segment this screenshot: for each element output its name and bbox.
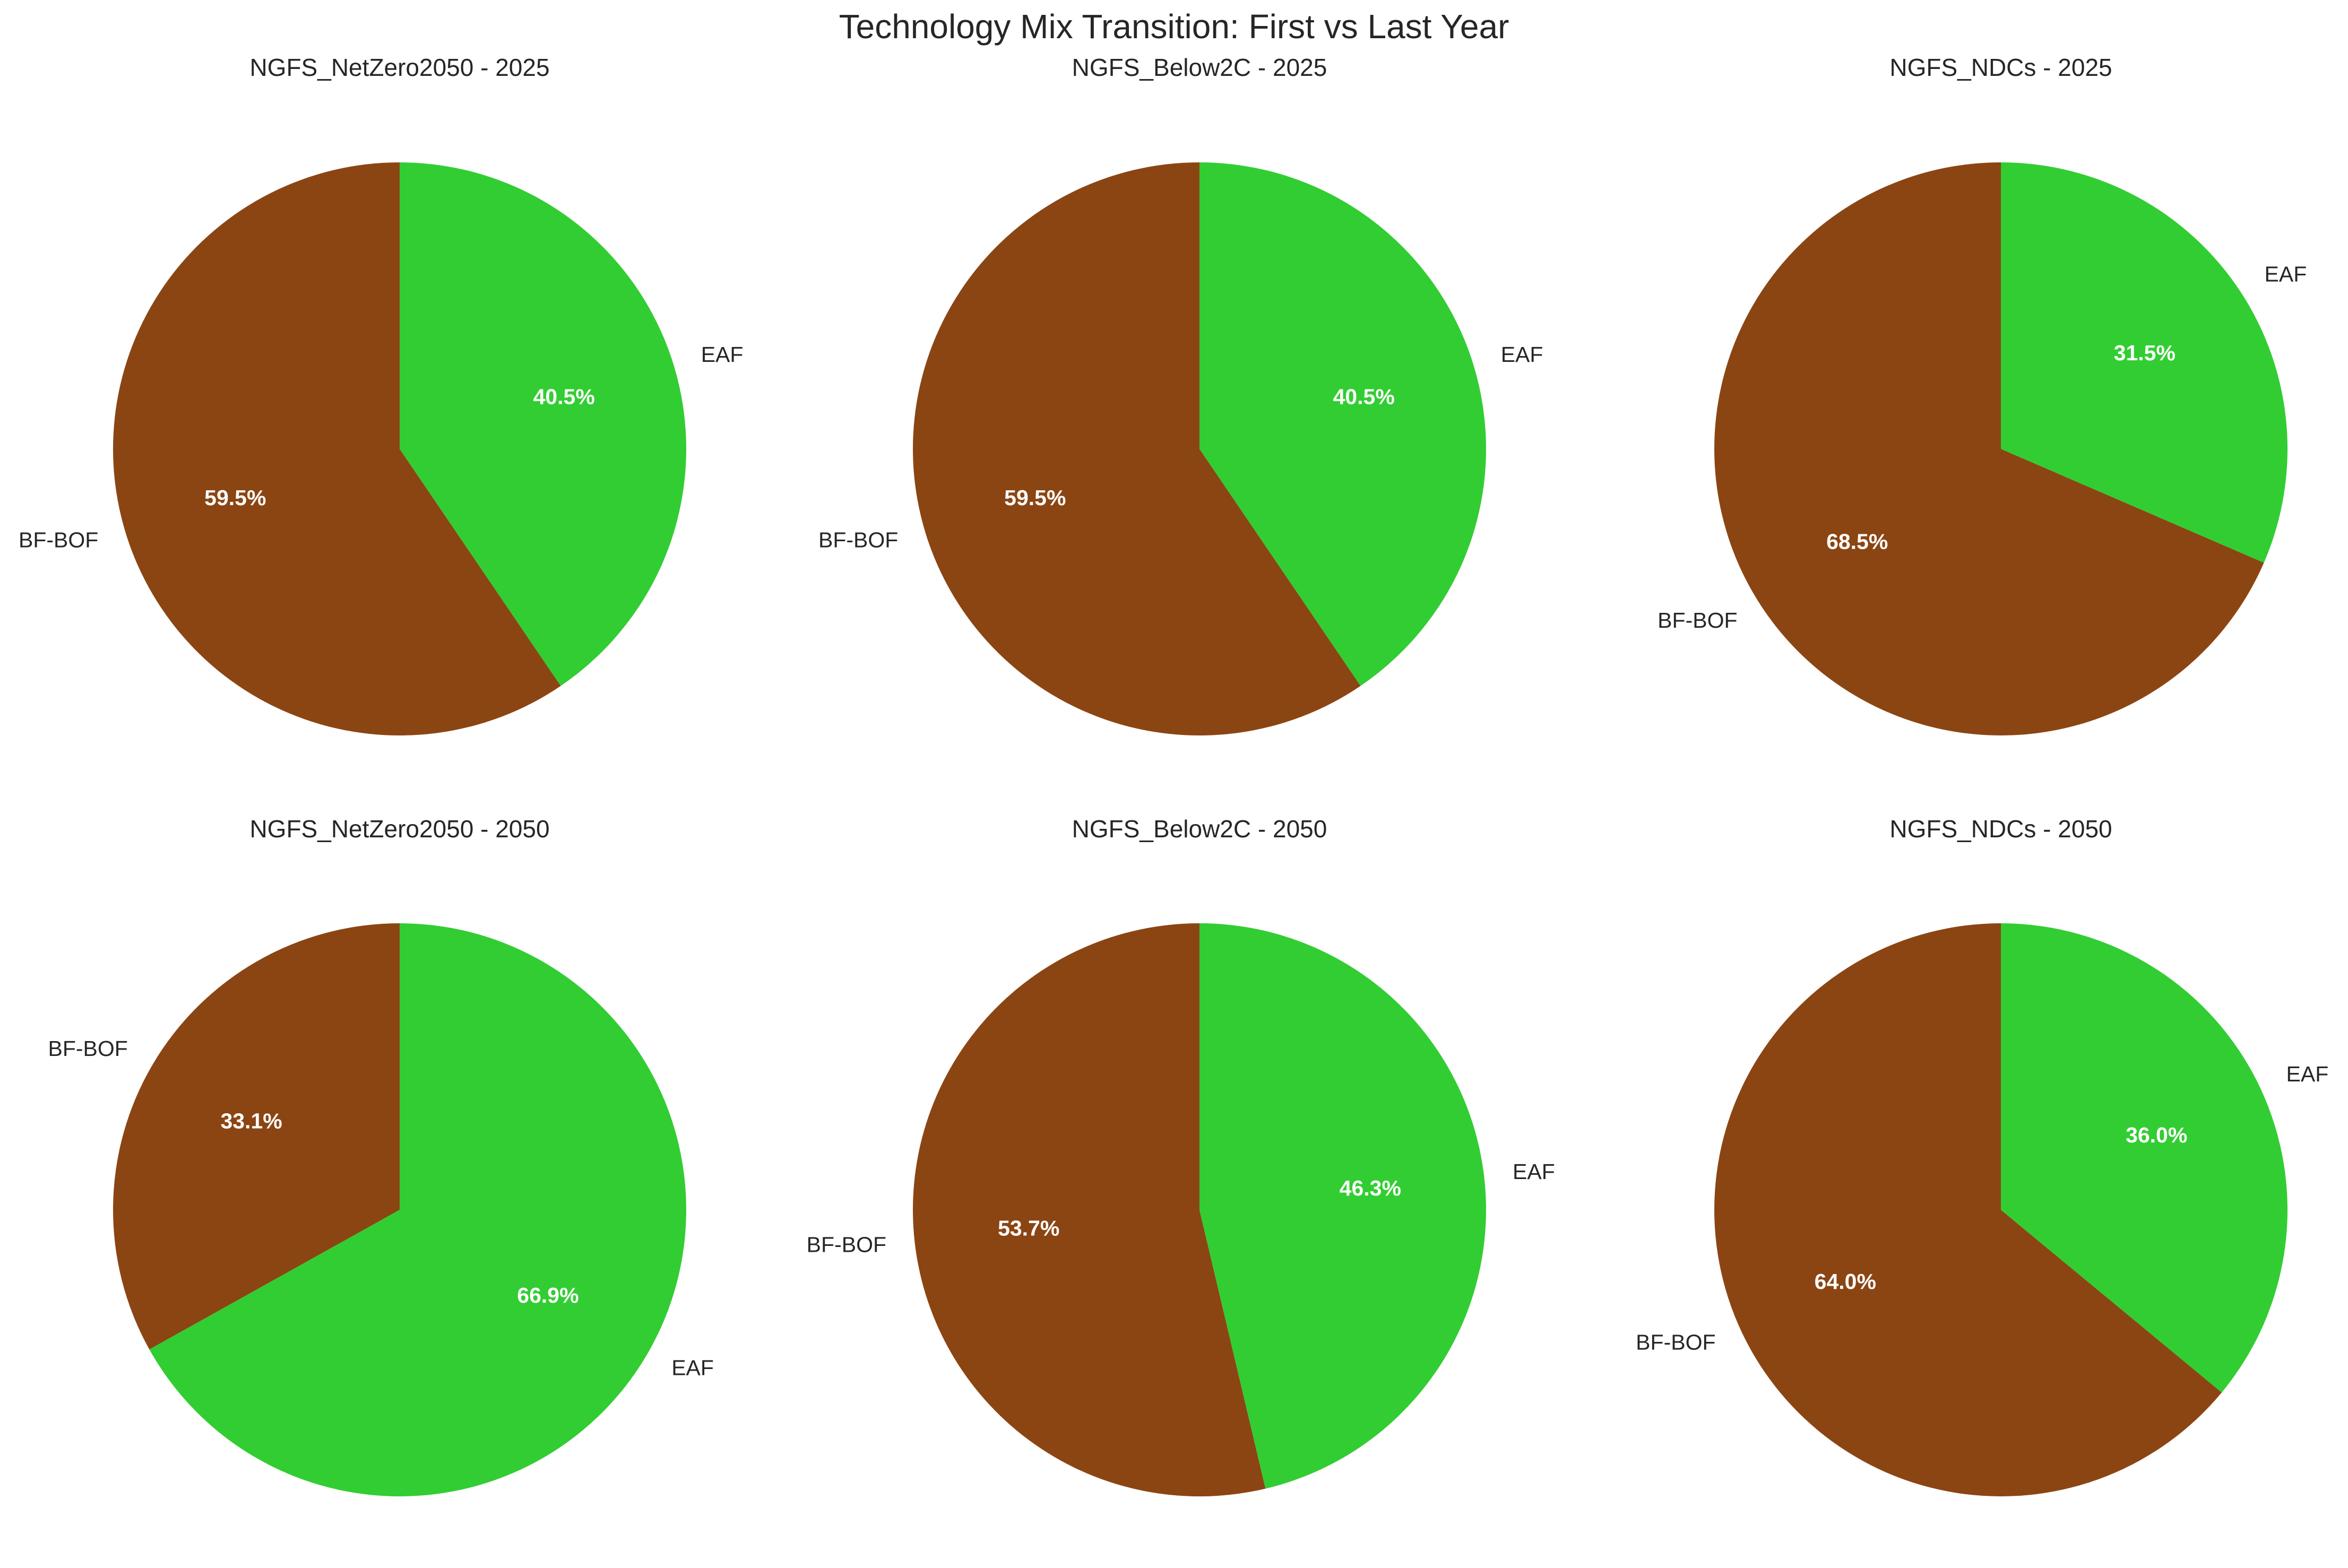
pie-slice-eaf: [2001, 162, 2288, 563]
pie-slice-bf-bof: [1714, 923, 2222, 1496]
slice-label-bf-bof: BF-BOF: [807, 1233, 886, 1257]
pie-title: NGFS_NetZero2050 - 2050: [249, 815, 549, 843]
pie-slice-eaf: [400, 162, 686, 686]
pie-slice-bf-bof: [1714, 162, 2264, 735]
slice-label-eaf: EAF: [1513, 1159, 1555, 1184]
slice-label-eaf: EAF: [701, 342, 744, 367]
pie-slice-eaf: [1199, 162, 1486, 686]
slice-percent-eaf: 40.5%: [1333, 385, 1395, 409]
slice-percent-eaf: 46.3%: [1340, 1176, 1401, 1200]
pie-slice-eaf: [149, 923, 686, 1496]
slice-label-bf-bof: BF-BOF: [48, 1036, 127, 1061]
slice-percent-bf-bof: 53.7%: [998, 1216, 1059, 1240]
pie-grid: NGFS_NetZero2050 - 2025 BF-BOF 59.5% EAF 40.…: [19, 54, 2328, 1496]
slice-label-bf-bof: BF-BOF: [1658, 608, 1737, 633]
pie-title: NGFS_NDCs - 2025: [1889, 54, 2112, 81]
pie-chart-3: NGFS_NDCs - 2025 BF-BOF 68.5% EAF 31.5%: [1658, 54, 2307, 735]
slice-percent-bf-bof: 59.5%: [1004, 486, 1066, 510]
pie-slice-bf-bof: [113, 162, 561, 736]
pie-title: NGFS_Below2C - 2050: [1072, 815, 1327, 843]
pie-slice-bf-bof: [912, 923, 1266, 1496]
pie-title: NGFS_NDCs - 2050: [1889, 815, 2112, 843]
slice-percent-eaf: 40.5%: [533, 385, 595, 409]
slice-label-eaf: EAF: [671, 1356, 714, 1380]
pie-title: NGFS_NetZero2050 - 2025: [249, 54, 549, 81]
slice-label-bf-bof: BF-BOF: [818, 528, 898, 552]
slice-label-bf-bof: BF-BOF: [19, 528, 98, 552]
pie-slice-bf-bof: [912, 162, 1361, 736]
slice-percent-bf-bof: 33.1%: [220, 1109, 282, 1133]
pie-chart-2: NGFS_Below2C - 2025 BF-BOF 59.5% EAF 40.5%: [818, 54, 1543, 736]
slice-label-eaf: EAF: [2265, 262, 2307, 287]
pie-chart-1: NGFS_NetZero2050 - 2025 BF-BOF 59.5% EAF 40.…: [19, 54, 744, 736]
pie-chart-4: NGFS_NetZero2050 - 2050 BF-BOF 33.1% EAF 66.…: [48, 815, 714, 1496]
pie-chart-6: NGFS_NDCs - 2050 BF-BOF 64.0% EAF 36.0%: [1636, 815, 2328, 1496]
slice-percent-eaf: 36.0%: [2126, 1123, 2187, 1147]
slice-percent-bf-bof: 68.5%: [1826, 530, 1888, 554]
slice-percent-bf-bof: 64.0%: [1815, 1269, 1876, 1294]
slice-label-bf-bof: BF-BOF: [1636, 1330, 1715, 1355]
slice-percent-eaf: 31.5%: [2114, 341, 2176, 365]
slice-percent-bf-bof: 59.5%: [204, 486, 266, 510]
pie-slice-bf-bof: [113, 923, 400, 1350]
pie-title: NGFS_Below2C - 2025: [1072, 54, 1327, 81]
slice-label-eaf: EAF: [1501, 342, 1543, 367]
slice-label-eaf: EAF: [2286, 1062, 2329, 1086]
pie-slice-eaf: [2001, 923, 2288, 1393]
figure-title: Technology Mix Transition: First vs Last…: [839, 7, 1509, 46]
pie-chart-5: NGFS_Below2C - 2050 BF-BOF 53.7% EAF 46.3%: [807, 815, 1555, 1496]
slice-percent-eaf: 66.9%: [517, 1283, 579, 1307]
pie-slice-eaf: [1199, 923, 1486, 1489]
